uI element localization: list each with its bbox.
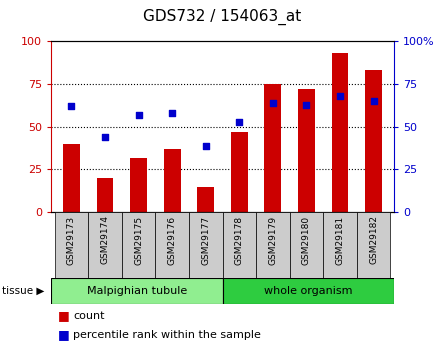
- Text: ■: ■: [58, 309, 69, 322]
- Text: GSM29179: GSM29179: [268, 215, 277, 265]
- Bar: [164, 149, 181, 212]
- Bar: [365, 70, 382, 212]
- Text: GSM29174: GSM29174: [101, 215, 109, 265]
- Text: GSM29177: GSM29177: [201, 215, 210, 265]
- Bar: [323, 212, 357, 278]
- Bar: [357, 212, 390, 278]
- Text: tissue ▶: tissue ▶: [2, 286, 44, 296]
- Text: GSM29173: GSM29173: [67, 215, 76, 265]
- Text: percentile rank within the sample: percentile rank within the sample: [73, 330, 261, 339]
- Bar: [222, 212, 256, 278]
- Bar: [130, 158, 147, 212]
- Bar: [222, 278, 394, 304]
- Bar: [256, 212, 290, 278]
- Bar: [298, 89, 315, 212]
- Point: [202, 143, 209, 148]
- Point: [303, 102, 310, 107]
- Text: GSM29178: GSM29178: [235, 215, 244, 265]
- Point: [169, 110, 176, 116]
- Text: GSM29182: GSM29182: [369, 215, 378, 265]
- Bar: [88, 212, 122, 278]
- Bar: [155, 212, 189, 278]
- Bar: [264, 84, 281, 212]
- Text: Malpighian tubule: Malpighian tubule: [87, 286, 187, 296]
- Bar: [231, 132, 248, 212]
- Text: count: count: [73, 311, 105, 321]
- Point: [269, 100, 276, 106]
- Bar: [55, 212, 88, 278]
- Point: [370, 98, 377, 104]
- Bar: [122, 212, 155, 278]
- Text: ■: ■: [58, 328, 69, 341]
- Text: GSM29181: GSM29181: [336, 215, 344, 265]
- Point: [101, 134, 109, 140]
- Text: whole organism: whole organism: [264, 286, 352, 296]
- Text: GSM29176: GSM29176: [168, 215, 177, 265]
- Bar: [63, 144, 80, 212]
- Text: GSM29180: GSM29180: [302, 215, 311, 265]
- Bar: [197, 187, 214, 212]
- Bar: [51, 278, 223, 304]
- Bar: [189, 212, 222, 278]
- Text: GSM29175: GSM29175: [134, 215, 143, 265]
- Bar: [97, 178, 113, 212]
- Bar: [290, 212, 323, 278]
- Bar: [332, 53, 348, 212]
- Point: [336, 93, 344, 99]
- Point: [135, 112, 142, 118]
- Point: [68, 104, 75, 109]
- Text: GDS732 / 154063_at: GDS732 / 154063_at: [143, 9, 302, 25]
- Point: [236, 119, 243, 125]
